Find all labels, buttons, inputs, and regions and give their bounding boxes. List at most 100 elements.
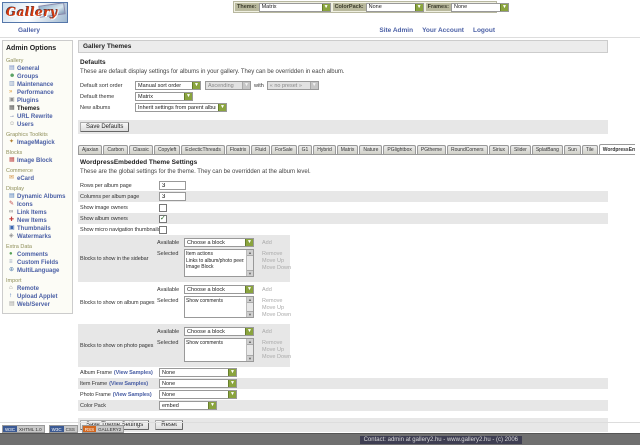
list-item[interactable]: Item actions — [186, 251, 213, 257]
theme-tab[interactable]: Sun — [563, 145, 581, 154]
sidebar-blocks-listbox[interactable]: ▲ ▼ Item actions Links to album/photo peers… — [184, 249, 254, 277]
theme-tab[interactable]: ForSale — [271, 145, 297, 154]
theme-tab[interactable]: Classic — [128, 145, 153, 154]
photo-frame-select[interactable]: None ▼ — [159, 390, 237, 399]
sidebar-item[interactable]: Graphics Toolkits — [3, 129, 72, 139]
scrollbar[interactable]: ▲ ▼ — [246, 297, 253, 317]
sort-order-select[interactable]: Manual sort order ▼ — [135, 81, 201, 90]
cols-per-page-input[interactable] — [159, 192, 186, 201]
sidebar-item[interactable]: Commerce — [3, 165, 72, 175]
theme-tab[interactable]: Tile — [581, 145, 598, 154]
theme-tab[interactable]: Carbon — [103, 145, 128, 154]
scrollbar[interactable]: ▲ ▼ — [246, 339, 253, 361]
theme-tab[interactable]: Nature — [359, 145, 383, 154]
show-album-owners-checkbox[interactable] — [159, 214, 167, 223]
block-action-link[interactable]: Remove — [262, 298, 283, 304]
sidebar-item[interactable]: → URL Rewrite — [3, 113, 72, 121]
scroll-up-icon[interactable]: ▲ — [247, 297, 253, 303]
account-link[interactable]: Your Account — [422, 27, 464, 34]
block-action-link[interactable]: Move Up — [262, 305, 285, 311]
block-action-link[interactable]: Move Down — [262, 265, 292, 271]
scroll-up-icon[interactable]: ▲ — [247, 339, 253, 345]
account-link[interactable]: Logout — [472, 27, 495, 34]
scroll-down-icon[interactable]: ▼ — [247, 311, 253, 317]
item-frame-select[interactable]: None ▼ — [159, 379, 237, 388]
album-frame-select[interactable]: None ▼ — [159, 368, 237, 377]
sidebar-blocks-select[interactable]: Choose a block ▼ — [184, 238, 254, 247]
colorpack-select[interactable]: None ▼ — [365, 2, 424, 12]
list-item[interactable]: Show comments — [186, 298, 223, 304]
save-defaults-button[interactable]: Save Defaults — [80, 122, 130, 132]
scrollbar[interactable]: ▲ ▼ — [246, 250, 253, 276]
gallery-logo[interactable]: Gallery — [2, 2, 68, 23]
block-action-link[interactable]: Move Down — [262, 354, 292, 360]
default-theme-select[interactable]: Matrix ▼ — [135, 92, 193, 101]
sidebar-item[interactable]: ≡ Custom Fields — [3, 259, 72, 267]
new-albums-select[interactable]: Inherit settings from parent album ▼ — [135, 103, 227, 112]
theme-tab[interactable]: Fluid — [251, 145, 271, 154]
xhtml-badge[interactable]: W3C XHTML 1.0 — [2, 424, 45, 433]
theme-tab[interactable]: G1 — [297, 145, 313, 154]
add-link[interactable]: Add — [262, 287, 272, 293]
sidebar-item[interactable]: ✦ ImageMagick — [3, 139, 72, 147]
sidebar-item[interactable]: » Performance — [3, 89, 72, 97]
show-micro-nav-checkbox[interactable] — [159, 225, 167, 234]
theme-tab[interactable]: Copyleft — [153, 145, 181, 154]
scroll-down-icon[interactable]: ▼ — [247, 270, 253, 276]
list-item[interactable]: Image Block — [186, 264, 214, 270]
view-samples-link[interactable]: (View Samples) — [109, 380, 148, 387]
theme-tab[interactable]: Floatrix — [225, 145, 251, 154]
theme-tab[interactable]: Slider — [510, 145, 531, 154]
view-samples-link[interactable]: (View Samples) — [113, 369, 153, 376]
album-blocks-listbox[interactable]: ▲ ▼ Show comments — [184, 296, 254, 318]
show-image-owners-checkbox[interactable] — [159, 203, 167, 212]
account-link[interactable]: Site Admin — [379, 27, 414, 34]
sidebar-item[interactable]: Gallery — [3, 55, 72, 65]
sidebar-item[interactable]: Import — [3, 275, 72, 285]
theme-tab[interactable]: Matrix — [336, 145, 359, 154]
sidebar-item[interactable]: ✉ eCard — [3, 175, 72, 183]
scroll-down-icon[interactable]: ▼ — [247, 355, 253, 361]
breadcrumb[interactable]: Gallery — [18, 27, 41, 34]
sidebar-item[interactable]: ✎ Icons — [3, 201, 72, 209]
css-badge[interactable]: W3C CSS — [48, 424, 78, 433]
theme-select[interactable]: Matrix ▼ — [258, 2, 331, 12]
sidebar-item[interactable]: ▤ Dynamic Albums — [3, 193, 72, 201]
rss-badge[interactable]: RSS GALLERY2 — [81, 424, 125, 433]
add-link[interactable]: Add — [262, 329, 272, 335]
sidebar-item[interactable]: ☻ Groups — [3, 73, 72, 81]
sidebar-item[interactable]: ☺ Users — [3, 121, 72, 129]
sidebar-item[interactable]: ▤ General — [3, 65, 72, 73]
sidebar-item[interactable]: ↑ Upload Applet — [3, 293, 72, 301]
sidebar-item[interactable]: ▤ Web/Server — [3, 301, 72, 309]
sidebar-item[interactable]: ● Comments — [3, 251, 72, 259]
sidebar-item[interactable]: ⌂ Remote — [3, 285, 72, 293]
add-link[interactable]: Add — [262, 240, 272, 246]
sidebar-item[interactable]: ▦ Image Block — [3, 157, 72, 165]
sidebar-item[interactable]: Blocks — [3, 147, 72, 157]
theme-tab[interactable]: PGtheme — [416, 145, 446, 154]
theme-tab[interactable]: SplatBang — [531, 145, 563, 154]
rows-per-page-input[interactable] — [159, 181, 186, 190]
photo-blocks-listbox[interactable]: ▲ ▼ Show comments — [184, 338, 254, 362]
block-action-link[interactable]: Remove — [262, 251, 283, 257]
color-pack-select[interactable]: embed ▼ — [159, 401, 217, 410]
sidebar-item[interactable]: Extra Data — [3, 241, 72, 251]
sidebar-item[interactable]: ▣ Plugins — [3, 97, 72, 105]
view-samples-link[interactable]: (View Samples) — [112, 391, 152, 398]
theme-tab[interactable]: PGlightbox — [383, 145, 416, 154]
sidebar-item[interactable]: ⊕ MultiLanguage — [3, 267, 72, 275]
photo-blocks-select[interactable]: Choose a block ▼ — [184, 327, 254, 336]
theme-tab[interactable]: EclecticThreads — [181, 145, 225, 154]
theme-tab[interactable]: Siriux — [488, 145, 510, 154]
sidebar-item[interactable]: ◈ Watermarks — [3, 233, 72, 241]
block-action-link[interactable]: Move Up — [262, 347, 285, 353]
reset-button[interactable]: Reset — [155, 420, 183, 430]
sidebar-item[interactable]: ▦ Themes — [3, 105, 72, 113]
sidebar-item[interactable]: Display — [3, 183, 72, 193]
sidebar-item[interactable]: ✚ New Items — [3, 217, 72, 225]
sidebar-item[interactable]: ▣ Thumbnails — [3, 225, 72, 233]
theme-tab[interactable]: Hybrid — [313, 145, 336, 154]
album-blocks-select[interactable]: Choose a block ▼ — [184, 285, 254, 294]
frames-select[interactable]: None ▼ — [451, 2, 510, 12]
